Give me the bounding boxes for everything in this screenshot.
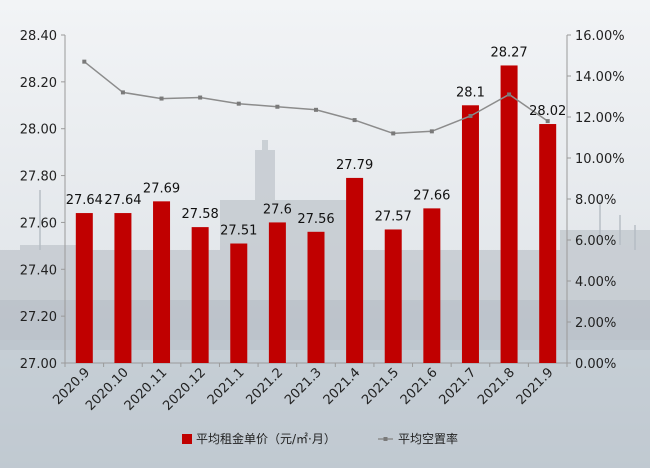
rent-data-label: 27.6: [263, 202, 292, 217]
x-tick-label: 2020.12: [160, 365, 209, 414]
y-left-tick-label: 28.40: [20, 29, 57, 44]
x-tick-label: 2021.7: [437, 365, 480, 408]
rent-data-label: 27.58: [182, 207, 219, 222]
vacancy-point: [314, 107, 318, 112]
x-tick-label: 2021.5: [359, 365, 402, 408]
y-right-tick-label: 10.00%: [575, 152, 625, 167]
x-tick-label: 2021.2: [243, 365, 286, 408]
vacancy-point: [352, 118, 357, 123]
rent-bar: [500, 65, 518, 363]
legend-rent-label: 平均租金单价（元/㎡·月）: [196, 431, 336, 446]
y-right-tick-label: 8.00%: [575, 193, 616, 208]
rent-bar: [114, 213, 132, 363]
rent-bar: [423, 208, 441, 363]
y-left-tick-label: 28.00: [20, 123, 57, 138]
rent-bar: [153, 201, 171, 363]
data-labels: 27.64 27.6427.6927.5827.5127.627.5627.792…: [66, 45, 567, 238]
vacancy-point: [198, 95, 203, 100]
y-left-tick-label: 27.20: [20, 310, 57, 325]
vacancy-point: [159, 96, 164, 101]
bars: [75, 65, 557, 364]
rent-data-label: 28.02: [529, 104, 566, 119]
y-left-tick-label: 27.00: [20, 357, 57, 372]
legend-rent-swatch: [182, 434, 192, 444]
x-tick-label: 2021.1: [205, 365, 248, 408]
y-right-tick-label: 0.00%: [575, 357, 616, 372]
y-right-tick-label: 4.00%: [575, 275, 616, 290]
y-left-tick-label: 27.40: [20, 263, 57, 278]
rent-data-label: 27.64: [66, 193, 103, 208]
rent-bar: [75, 213, 93, 363]
y-right-tick-label: 12.00%: [575, 111, 625, 126]
vacancy-point: [120, 90, 125, 95]
rent-data-label: 27.56: [297, 212, 334, 227]
y-left-tick-label: 27.60: [20, 216, 57, 231]
vacancy-line: [82, 59, 550, 136]
y-left-tick-label: 27.80: [20, 170, 57, 185]
legend-vacancy-marker: [383, 437, 388, 441]
legend: 平均租金单价（元/㎡·月） 平均空置率: [182, 431, 458, 446]
rent-bar: [191, 227, 209, 363]
rent-bar: [230, 243, 248, 363]
y-right-tick-label: 2.00%: [575, 316, 616, 331]
vacancy-point: [275, 104, 280, 109]
x-tick-label: 2021.8: [475, 365, 518, 408]
y-right-tick-label: 16.00%: [575, 29, 625, 44]
x-tick-label: 2021.9: [514, 365, 557, 408]
vacancy-point: [507, 92, 512, 97]
x-tick-label: 2021.3: [282, 365, 325, 408]
vacancy-point: [236, 101, 241, 106]
vacancy-point: [429, 129, 434, 134]
rent-bar: [346, 177, 364, 363]
rent-data-label: 28.27: [490, 45, 527, 60]
rent-data-label: 27.51: [220, 224, 257, 239]
rent-bar: [539, 124, 557, 364]
x-tick-label: 2021.4: [321, 365, 364, 408]
legend-vacancy-label: 平均空置率: [398, 431, 458, 446]
vacancy-point: [545, 119, 550, 124]
rent-data-label: 27.64: [104, 193, 141, 208]
rent-data-label: 28.1: [456, 85, 485, 100]
rent-bar: [384, 229, 402, 363]
x-tick-label: 2021.6: [398, 365, 441, 408]
vacancy-point: [468, 113, 473, 118]
y-right-tick-label: 6.00%: [575, 234, 616, 249]
vacancy-point: [391, 131, 396, 136]
vacancy-point: [82, 59, 87, 64]
rent-data-label: 27.57: [375, 209, 412, 224]
rent-bar: [268, 222, 286, 363]
y-left-tick-label: 28.20: [20, 76, 57, 91]
rent-data-label: 27.66: [413, 188, 450, 203]
y-right-tick-label: 14.00%: [575, 70, 625, 85]
rent-bar: [461, 105, 479, 364]
rent-bar: [307, 231, 325, 363]
rent-data-label: 27.79: [336, 158, 373, 173]
rent-data-label: 27.69: [143, 181, 180, 196]
